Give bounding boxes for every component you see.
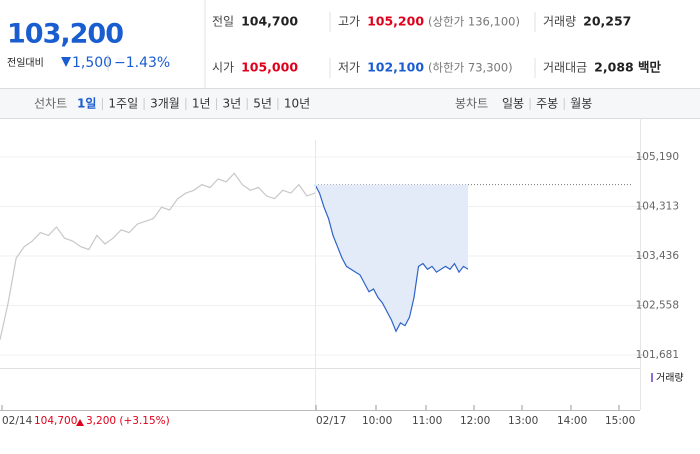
- up-arrow-icon: [76, 419, 84, 426]
- x-tick-label: 12:00: [460, 415, 490, 427]
- change-label: 전일대비: [7, 57, 44, 69]
- tab[interactable]: 10년: [284, 97, 310, 111]
- tab[interactable]: 주봉: [536, 97, 558, 111]
- change-rate: −1.43%: [114, 55, 170, 71]
- tab[interactable]: 1주일: [108, 97, 138, 111]
- tab[interactable]: 월봉: [570, 97, 592, 111]
- previous-change: 3,200 (+3.15%): [86, 415, 170, 427]
- x-tick-label: 02/17: [316, 415, 346, 427]
- summary-label: 거래대금: [543, 61, 587, 75]
- area-fill: [315, 184, 468, 332]
- tab[interactable]: 5년: [253, 97, 272, 111]
- summary-label: 거래량: [543, 15, 576, 29]
- tab-group-label: 봉차트: [455, 97, 488, 111]
- x-tick-label: 11:00: [412, 415, 442, 427]
- summary-note: (상한가 136,100): [428, 15, 520, 29]
- x-tick-label: 14:00: [557, 415, 587, 427]
- price-line: [0, 172, 316, 340]
- tab[interactable]: 3년: [223, 97, 242, 111]
- summary-value: 102,100: [367, 60, 424, 75]
- summary-label: 고가: [338, 15, 360, 29]
- tab-group-label: 선차트: [34, 97, 67, 111]
- summary-note: (하한가 73,300): [428, 61, 513, 75]
- tab[interactable]: 1일: [77, 97, 96, 111]
- y-tick-label: 101,681: [636, 349, 679, 361]
- summary-value: 2,088 백만: [594, 60, 661, 75]
- summary-value: 105,200: [367, 14, 424, 29]
- summary-value: 104,700: [241, 14, 298, 29]
- down-arrow-icon: [61, 57, 71, 67]
- summary-value: 105,000: [241, 60, 298, 75]
- legend-label: 거래량: [656, 372, 684, 384]
- y-tick-label: 105,190: [636, 151, 679, 163]
- summary-label: 전일: [212, 15, 234, 29]
- y-tick-label: 104,313: [636, 200, 679, 212]
- tab[interactable]: 1년: [192, 97, 211, 111]
- x-tick-label: 02/14: [2, 415, 33, 427]
- summary-label: 시가: [212, 61, 234, 75]
- previous-close: 104,700: [34, 415, 77, 427]
- y-tick-label: 102,558: [636, 299, 679, 311]
- price-change: 1,500: [72, 55, 112, 71]
- tab-bar: [0, 89, 700, 118]
- x-tick-label: 15:00: [605, 415, 635, 427]
- y-tick-label: 103,436: [636, 250, 680, 262]
- tab[interactable]: 3개월: [150, 97, 180, 111]
- x-tick-label: 10:00: [362, 415, 392, 427]
- x-tick-label: 13:00: [508, 415, 538, 427]
- summary-label: 저가: [338, 61, 360, 75]
- legend-swatch: [651, 373, 653, 382]
- summary-value: 20,257: [583, 14, 631, 29]
- tab[interactable]: 일봉: [502, 97, 524, 111]
- price: 103,200: [7, 19, 123, 50]
- price-line: [314, 184, 469, 333]
